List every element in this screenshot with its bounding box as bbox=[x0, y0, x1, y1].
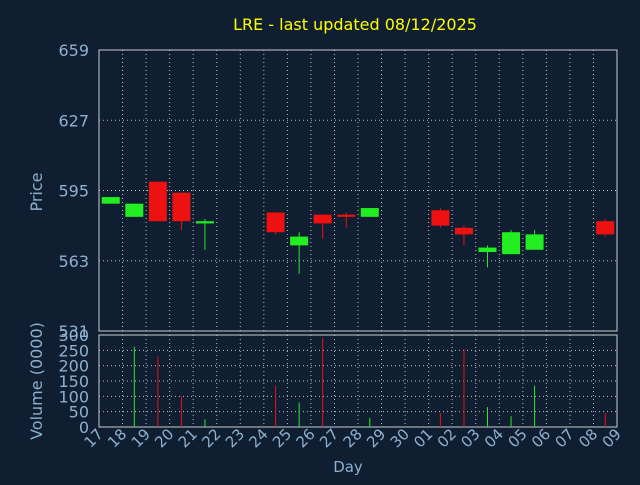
volume-tick-label: 250 bbox=[58, 341, 89, 360]
candle-body bbox=[360, 208, 379, 217]
candle-body bbox=[125, 203, 144, 217]
candle bbox=[502, 230, 521, 255]
candle-body bbox=[101, 197, 120, 204]
price-panel: 659 627 595 563 531 bbox=[58, 41, 618, 341]
candle bbox=[148, 181, 167, 222]
volume-tick-label: 150 bbox=[58, 372, 89, 391]
volume-tick-label: 200 bbox=[58, 357, 89, 376]
volume-tick-label: 0 bbox=[79, 418, 89, 437]
candle bbox=[125, 203, 144, 217]
candle bbox=[525, 230, 544, 250]
candle-body bbox=[454, 227, 473, 235]
candle-body bbox=[290, 236, 309, 246]
candle bbox=[337, 212, 356, 228]
candle bbox=[101, 197, 120, 204]
price-tick-label: 563 bbox=[58, 252, 89, 271]
candle bbox=[195, 219, 214, 250]
x-axis-label: Day bbox=[333, 458, 363, 476]
candle bbox=[478, 245, 497, 268]
candle-body bbox=[148, 181, 167, 222]
chart-title: LRE - last updated 08/12/2025 bbox=[233, 15, 477, 34]
candle-body bbox=[596, 221, 615, 235]
volume-tick-label: 50 bbox=[69, 403, 89, 422]
x-tick-labels: 1718192021222324252627282930010203040506… bbox=[81, 425, 625, 451]
volume-tick-label: 100 bbox=[58, 387, 89, 406]
candle bbox=[360, 208, 379, 217]
candle bbox=[596, 219, 615, 237]
price-tick-label: 659 bbox=[58, 41, 89, 60]
price-axis-label: Price bbox=[27, 172, 46, 211]
candle-body bbox=[195, 221, 214, 224]
price-tick-label: 627 bbox=[58, 111, 89, 130]
candle-body bbox=[502, 232, 521, 255]
candle bbox=[313, 214, 332, 239]
candle-body bbox=[313, 214, 332, 224]
candle-body bbox=[266, 212, 285, 233]
candle bbox=[266, 212, 285, 235]
volume-tick-label: 300 bbox=[58, 326, 89, 345]
candle-body bbox=[431, 210, 450, 226]
candle bbox=[290, 232, 309, 274]
candle bbox=[454, 225, 473, 246]
volume-axis-label: Volume (0000) bbox=[27, 322, 46, 440]
candle bbox=[431, 208, 450, 228]
price-tick-label: 531 bbox=[58, 322, 89, 341]
candle bbox=[172, 192, 191, 231]
candle-body bbox=[337, 214, 356, 217]
price-tick-label: 595 bbox=[58, 182, 89, 201]
candle-body bbox=[478, 247, 497, 252]
candle-body bbox=[525, 234, 544, 250]
candle-body bbox=[172, 192, 191, 222]
